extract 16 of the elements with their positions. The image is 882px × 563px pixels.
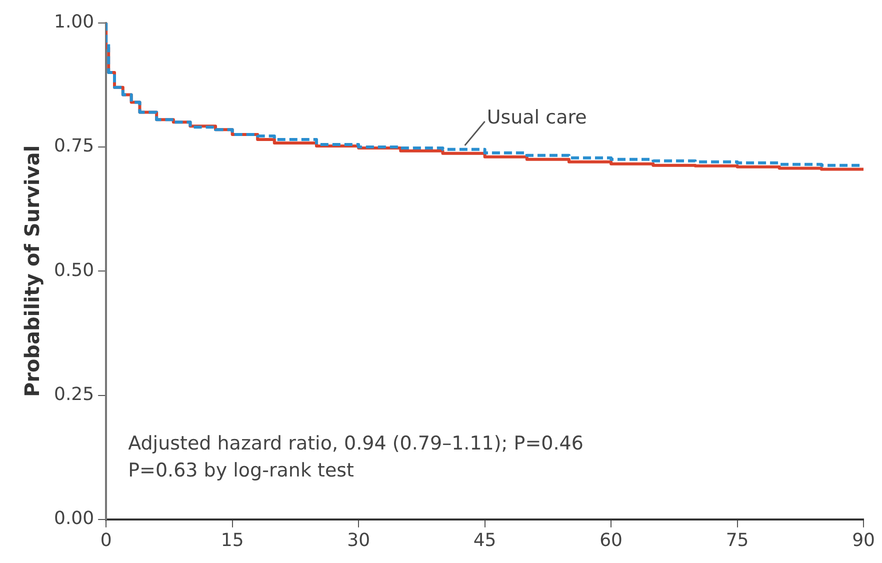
- y-tick-label: 0.75: [54, 136, 94, 157]
- y-tick-label: 0.50: [54, 260, 94, 281]
- annotation: P=0.63 by log-rank test: [128, 459, 354, 482]
- y-tick-label: 1.00: [54, 11, 94, 32]
- y-tick-label: 0.00: [54, 508, 94, 530]
- y-tick-label: 0.25: [54, 384, 94, 405]
- x-tick-label: 15: [220, 530, 244, 551]
- annotation: Adjusted hazard ratio, 0.94 (0.79–1.11); P=0.46: [128, 432, 584, 454]
- x-tick-label: 60: [600, 530, 623, 551]
- x-tick-label: 90: [852, 530, 875, 551]
- series-label: Usual care: [486, 106, 587, 128]
- y-axis-title: Probability of Survival: [20, 145, 44, 397]
- x-tick-label: 0: [100, 530, 112, 551]
- x-tick-label: 75: [726, 530, 749, 551]
- x-tick-label: 30: [347, 530, 370, 551]
- x-tick-label: 45: [473, 530, 496, 551]
